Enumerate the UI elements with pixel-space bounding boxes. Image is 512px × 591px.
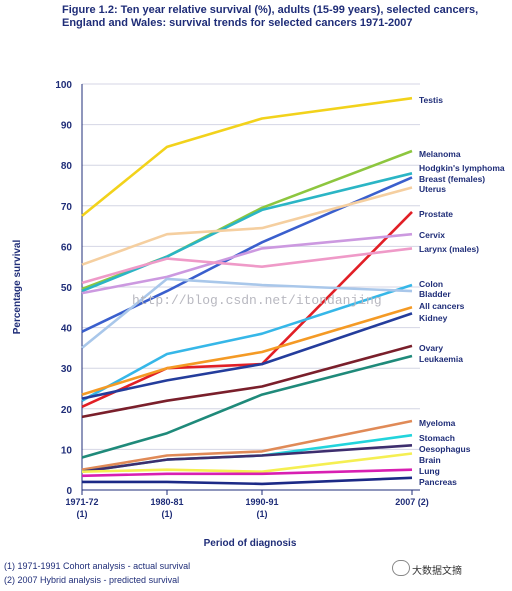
series-line-testis — [81, 96, 413, 217]
axes — [81, 84, 420, 491]
series-lines — [81, 96, 413, 486]
series-label-hodgkin-s-lymphoma: Hodgkin's lymphoma — [419, 163, 505, 173]
x-tick-labels: 1971-72 (1) 1980-81 (1) 1990-91 (1) 2007 (2) — [65, 490, 429, 519]
y-tick-label: 10 — [61, 445, 73, 456]
brand-label: 大数据文摘 — [412, 566, 462, 577]
y-tick-label: 90 — [61, 121, 73, 132]
series-line-colon — [81, 283, 413, 402]
series-label-kidney: Kidney — [419, 313, 448, 323]
series-label-bladder: Bladder — [419, 289, 451, 299]
series-label-oesophagus: Oesophagus — [419, 444, 471, 454]
series-label-testis: Testis — [419, 95, 443, 105]
y-tick-label: 0 — [66, 486, 72, 497]
footnote-2: (2) 2007 Hybrid analysis - predicted sur… — [4, 575, 180, 585]
x-tick-label: 1980-81 — [150, 497, 183, 507]
series-line-all-cancers — [81, 306, 413, 396]
series-line-oesophagus — [81, 444, 413, 473]
y-tick-label: 60 — [61, 242, 73, 253]
y-tick-label: 80 — [61, 161, 73, 172]
series-line-lung — [81, 468, 413, 478]
series-label-larynx-males: Larynx (males) — [419, 244, 479, 254]
x-tick-footnote: (1) — [77, 509, 88, 519]
series-line-ovary — [81, 344, 413, 419]
series-label-ovary: Ovary — [419, 343, 443, 353]
series-line-uterus — [81, 186, 413, 266]
series-line-brain — [81, 452, 413, 474]
series-line-pancreas — [82, 476, 413, 486]
footnote-1: (1) 1971-1991 Cohort analysis - actual s… — [4, 561, 191, 571]
series-label-melanoma: Melanoma — [419, 149, 461, 159]
series-label-pancreas: Pancreas — [419, 477, 457, 487]
series-label-colon: Colon — [419, 279, 443, 289]
x-tick-label: 2007 (2) — [395, 497, 429, 507]
series-line-kidney — [81, 312, 413, 400]
wechat-icon — [392, 560, 410, 576]
y-tick-label: 30 — [61, 364, 73, 375]
series-label-leukaemia: Leukaemia — [419, 354, 463, 364]
series-label-cervix: Cervix — [419, 230, 445, 240]
x-axis-label: Period of diagnosis — [204, 538, 297, 549]
gridlines — [82, 83, 420, 450]
y-tick-label: 70 — [61, 202, 73, 213]
series-label-lung: Lung — [419, 466, 440, 476]
x-tick-label: 1971-72 — [65, 497, 98, 507]
series-line-myeloma — [81, 419, 413, 471]
x-tick-footnote: (1) — [162, 509, 173, 519]
series-label-breast-females: Breast (females) — [419, 174, 485, 184]
series-line-bladder — [81, 277, 413, 349]
y-tick-label: 100 — [55, 80, 72, 91]
series-label-myeloma: Myeloma — [419, 418, 456, 428]
series-label-uterus: Uterus — [419, 184, 446, 194]
series-label-brain: Brain — [419, 455, 441, 465]
x-tick-footnote: (1) — [257, 509, 268, 519]
series-line-larynx-males — [81, 247, 413, 285]
chart-title: Figure 1.2: Ten year relative survival (… — [62, 4, 479, 29]
y-tick-label: 50 — [61, 283, 73, 294]
y-tick-labels: 0 10 20 30 40 50 60 70 80 90 100 — [55, 80, 72, 497]
y-tick-label: 40 — [61, 324, 73, 335]
series-label-prostate: Prostate — [419, 209, 453, 219]
y-tick-label: 20 — [61, 405, 73, 416]
series-line-leukaemia — [81, 354, 413, 459]
series-label-all-cancers: All cancers — [419, 301, 465, 311]
series-line-breast-females — [81, 176, 413, 333]
series-label-stomach: Stomach — [419, 433, 455, 443]
x-tick-label: 1990-91 — [245, 497, 278, 507]
y-axis-label: Percentage survival — [12, 240, 23, 335]
watermark: http://blog.csdn.net/itondanjing — [132, 293, 382, 308]
series-line-hodgkin-s-lymphoma — [81, 172, 413, 293]
series-line-stomach — [81, 433, 413, 473]
